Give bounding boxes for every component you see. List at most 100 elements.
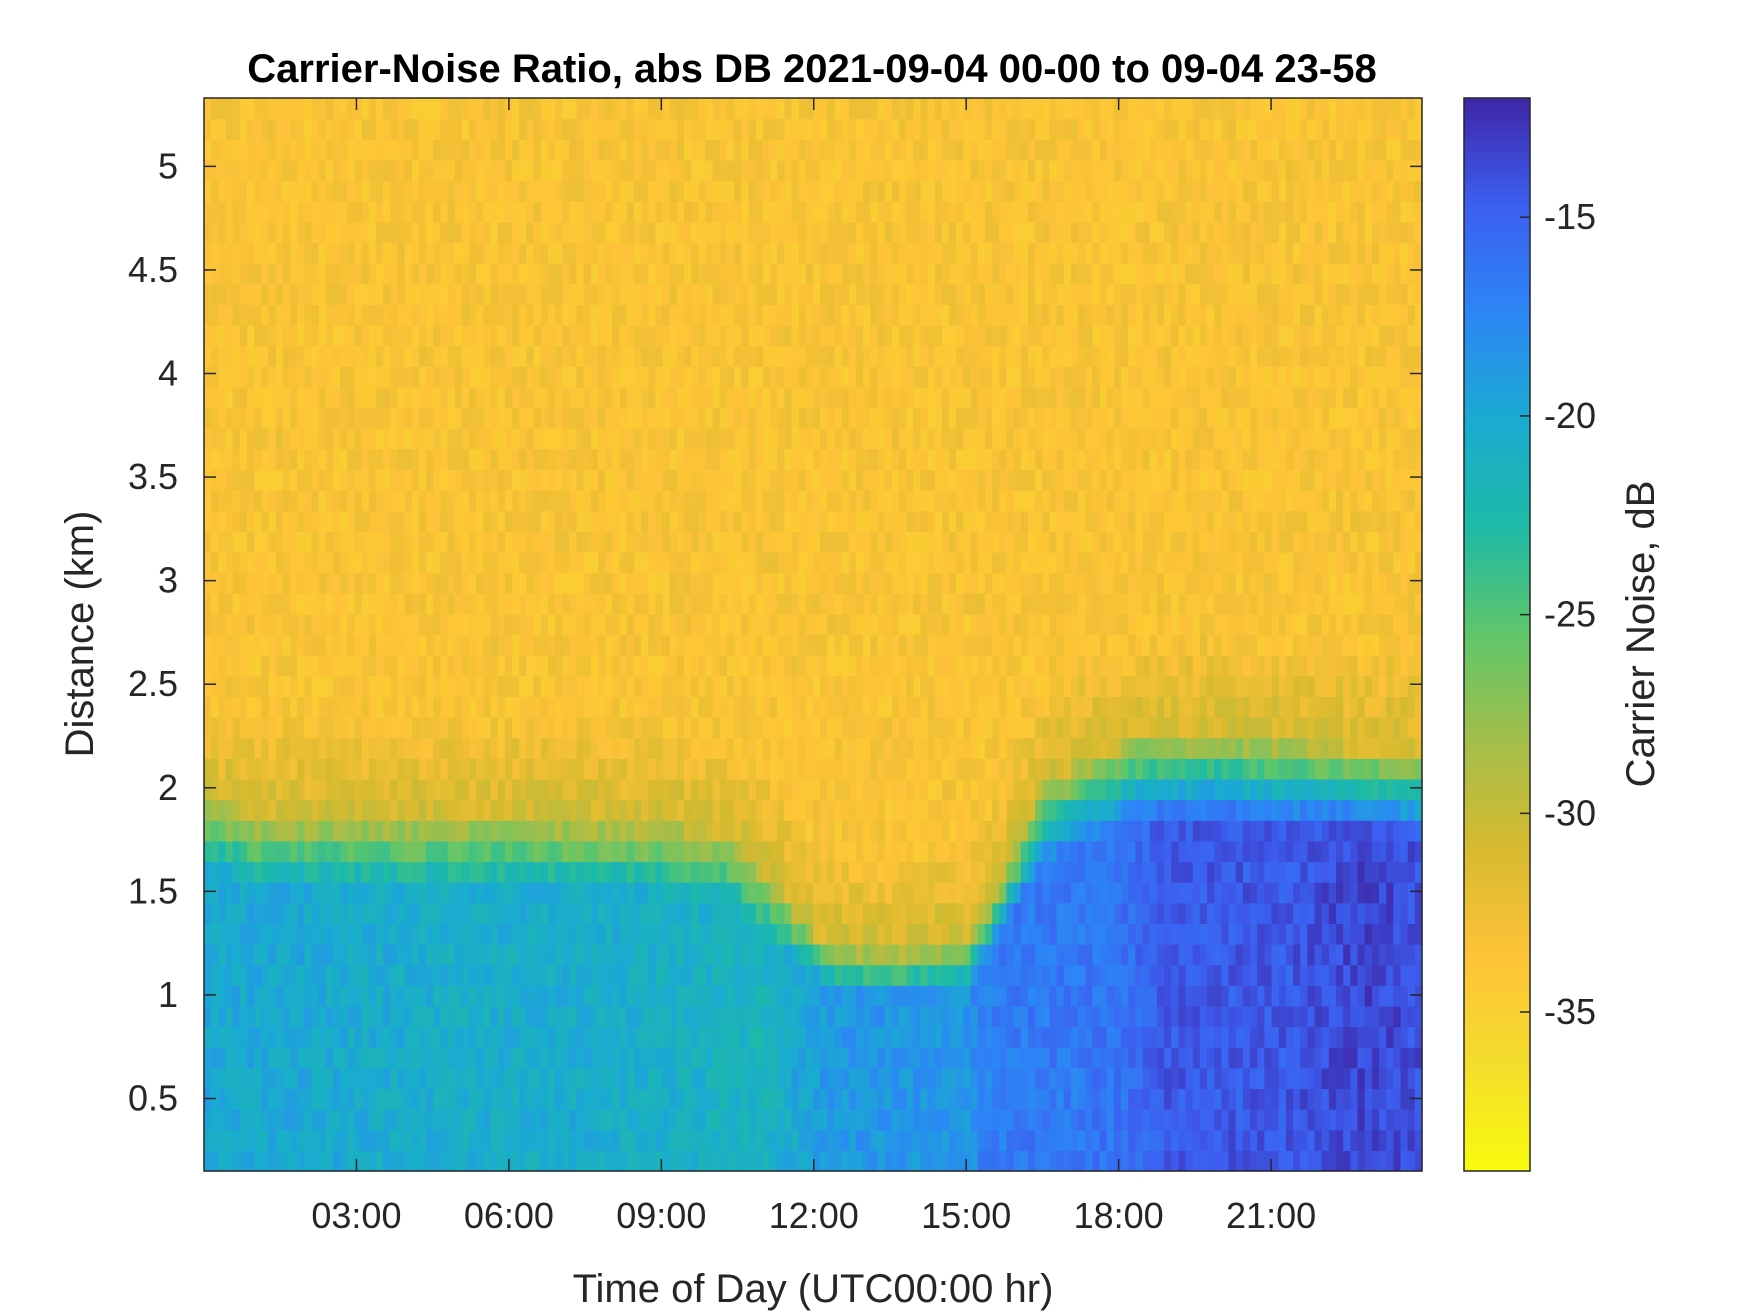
heatmap-cell: [662, 1150, 671, 1172]
heatmap-cell: [332, 758, 341, 780]
heatmap-cell: [275, 118, 284, 140]
heatmap-cell: [318, 799, 327, 821]
heatmap-cell: [619, 1088, 628, 1110]
heatmap-cell: [512, 861, 520, 883]
heatmap-cell: [211, 840, 219, 863]
heatmap-cell: [805, 593, 814, 615]
heatmap-cell: [318, 159, 327, 182]
heatmap-cell: [698, 964, 707, 986]
heatmap-cell: [576, 345, 585, 367]
heatmap-cell: [727, 882, 735, 904]
heatmap-cell: [268, 820, 277, 842]
heatmap-cell: [863, 572, 871, 594]
heatmap-cell: [583, 964, 592, 986]
heatmap-cell: [512, 634, 520, 656]
heatmap-cell: [870, 985, 879, 1007]
heatmap-cell: [827, 840, 836, 863]
heatmap-cell: [368, 407, 377, 429]
heatmap-cell: [289, 551, 298, 574]
heatmap-cell: [418, 634, 427, 656]
heatmap-cell: [218, 448, 227, 471]
heatmap-cell: [390, 366, 399, 388]
heatmap-cell: [490, 1129, 499, 1151]
heatmap-cell: [648, 448, 656, 471]
heatmap-cell: [490, 923, 499, 945]
heatmap-cell: [691, 758, 699, 780]
heatmap-cell: [870, 1129, 879, 1151]
heatmap-cell: [834, 304, 843, 326]
heatmap-cell: [318, 944, 327, 966]
heatmap-cell: [433, 944, 442, 966]
heatmap-cell: [777, 118, 785, 140]
heatmap-cell: [311, 1005, 320, 1028]
heatmap-cell: [490, 717, 499, 739]
heatmap-cell: [397, 758, 406, 780]
heatmap-cell: [770, 634, 778, 656]
heatmap-cell: [375, 985, 384, 1007]
heatmap-cell: [383, 1088, 391, 1110]
heatmap-cell: [655, 820, 664, 842]
heatmap-cell: [246, 737, 255, 759]
heatmap-cell: [569, 737, 578, 759]
heatmap-cell: [698, 593, 707, 615]
heatmap-cell: [798, 386, 807, 409]
heatmap-cell: [848, 985, 857, 1007]
heatmap-cell: [834, 1005, 843, 1028]
heatmap-cell: [827, 304, 836, 326]
heatmap-cell: [304, 551, 313, 574]
heatmap-cell: [461, 737, 470, 759]
heatmap-cell: [547, 737, 556, 759]
heatmap-cell: [397, 1067, 406, 1090]
heatmap-cell: [633, 1129, 642, 1151]
heatmap-cell: [454, 840, 463, 863]
heatmap-cell: [877, 1026, 886, 1048]
heatmap-cell: [619, 345, 628, 367]
heatmap-cell: [562, 758, 570, 780]
heatmap-cell: [318, 531, 327, 553]
heatmap-cell: [777, 448, 785, 471]
heatmap-cell: [361, 1129, 370, 1151]
heatmap-cell: [282, 572, 291, 594]
heatmap-cell: [841, 180, 850, 202]
heatmap-cell: [497, 737, 506, 759]
heatmap-cell: [426, 531, 434, 553]
heatmap-cell: [820, 902, 828, 924]
heatmap-cell: [641, 510, 649, 532]
heatmap-cell: [691, 737, 699, 759]
heatmap-cell: [798, 634, 807, 656]
heatmap-cell: [497, 386, 506, 409]
heatmap-cell: [662, 1067, 671, 1090]
heatmap-cell: [483, 613, 492, 636]
heatmap-cell: [383, 840, 391, 863]
heatmap-cell: [884, 180, 893, 202]
heatmap-cell: [834, 593, 843, 615]
heatmap-cell: [397, 242, 406, 264]
heatmap-cell: [698, 490, 707, 512]
heatmap-cell: [662, 840, 671, 863]
heatmap-cell: [669, 221, 678, 244]
heatmap-cell: [569, 613, 578, 636]
heatmap-cell: [748, 799, 757, 821]
heatmap-cell: [712, 345, 721, 367]
heatmap-cell: [547, 1129, 556, 1151]
heatmap-cell: [268, 1026, 277, 1048]
heatmap-cell: [820, 1047, 828, 1069]
heatmap-cell: [834, 1150, 843, 1172]
heatmap-cell: [827, 469, 836, 491]
heatmap-cell: [784, 263, 793, 285]
heatmap-cell: [483, 118, 492, 140]
heatmap-cell: [877, 366, 886, 388]
heatmap-cell: [440, 882, 449, 904]
heatmap-cell: [727, 1067, 735, 1090]
heatmap-cell: [848, 386, 857, 409]
heatmap-cell: [777, 737, 785, 759]
heatmap-cell: [526, 799, 535, 821]
heatmap-cell: [770, 263, 778, 285]
heatmap-cell: [368, 1005, 377, 1028]
heatmap-cell: [698, 1067, 707, 1090]
heatmap-cell: [612, 1047, 621, 1069]
heatmap-cell: [834, 386, 843, 409]
heatmap-cell: [289, 1047, 298, 1069]
heatmap-cell: [533, 469, 542, 491]
heatmap-cell: [289, 324, 298, 347]
